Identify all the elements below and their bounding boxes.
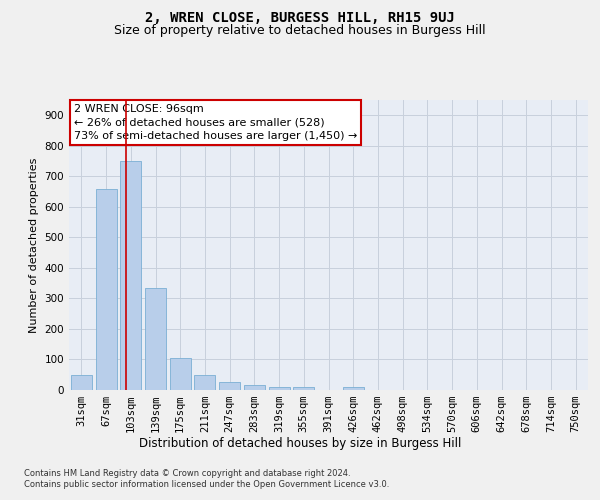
- Y-axis label: Number of detached properties: Number of detached properties: [29, 158, 39, 332]
- Bar: [269, 387, 290, 390]
- Bar: [194, 374, 215, 390]
- Text: 2, WREN CLOSE, BURGESS HILL, RH15 9UJ: 2, WREN CLOSE, BURGESS HILL, RH15 9UJ: [145, 11, 455, 25]
- Bar: [170, 358, 191, 390]
- Text: 2 WREN CLOSE: 96sqm
← 26% of detached houses are smaller (528)
73% of semi-detac: 2 WREN CLOSE: 96sqm ← 26% of detached ho…: [74, 104, 358, 141]
- Bar: [120, 161, 141, 390]
- Text: Contains public sector information licensed under the Open Government Licence v3: Contains public sector information licen…: [24, 480, 389, 489]
- Text: Contains HM Land Registry data © Crown copyright and database right 2024.: Contains HM Land Registry data © Crown c…: [24, 469, 350, 478]
- Bar: [293, 387, 314, 390]
- Bar: [343, 387, 364, 390]
- Text: Distribution of detached houses by size in Burgess Hill: Distribution of detached houses by size …: [139, 438, 461, 450]
- Bar: [244, 386, 265, 390]
- Bar: [95, 188, 116, 390]
- Bar: [219, 382, 240, 390]
- Bar: [71, 374, 92, 390]
- Text: Size of property relative to detached houses in Burgess Hill: Size of property relative to detached ho…: [114, 24, 486, 37]
- Bar: [145, 288, 166, 390]
